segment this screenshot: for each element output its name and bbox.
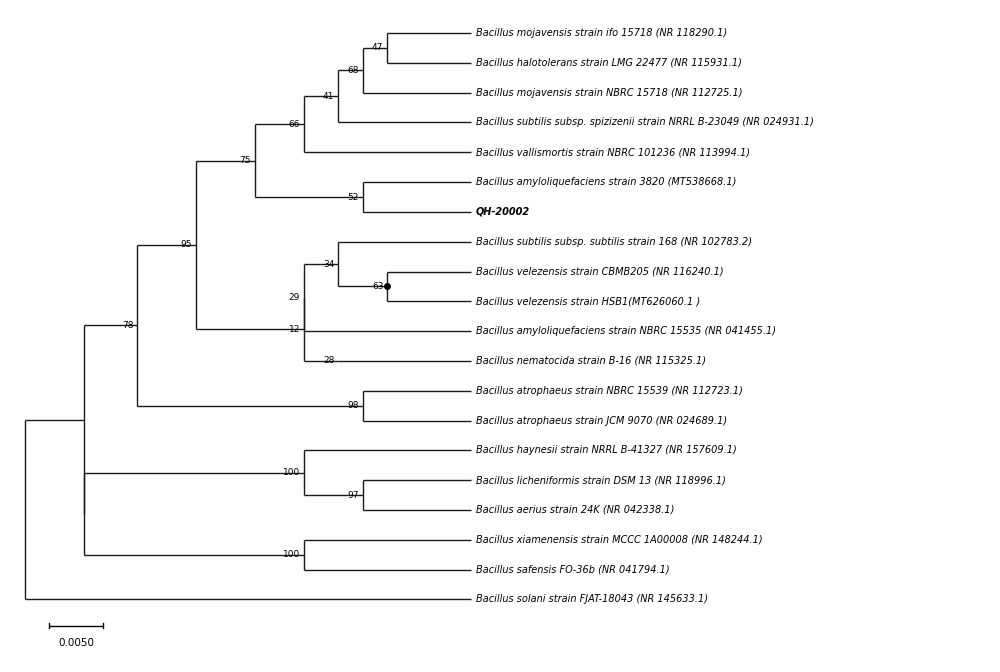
Text: 41: 41 — [323, 92, 334, 101]
Text: 52: 52 — [348, 192, 359, 202]
Text: Bacillus velezensis strain CBMB205 (NR 116240.1): Bacillus velezensis strain CBMB205 (NR 1… — [476, 267, 723, 277]
Text: Bacillus subtilis subsp. subtilis strain 168 (NR 102783.2): Bacillus subtilis subsp. subtilis strain… — [476, 237, 752, 247]
Text: 68: 68 — [347, 66, 359, 75]
Text: Bacillus atrophaeus strain JCM 9070 (NR 024689.1): Bacillus atrophaeus strain JCM 9070 (NR … — [476, 415, 727, 425]
Text: Bacillus aerius strain 24K (NR 042338.1): Bacillus aerius strain 24K (NR 042338.1) — [476, 505, 674, 515]
Text: Bacillus safensis FO-36b (NR 041794.1): Bacillus safensis FO-36b (NR 041794.1) — [476, 564, 669, 575]
Text: Bacillus amyloliquefaciens strain 3820 (MT538668.1): Bacillus amyloliquefaciens strain 3820 (… — [476, 177, 736, 187]
Text: Bacillus vallismortis strain NBRC 101236 (NR 113994.1): Bacillus vallismortis strain NBRC 101236… — [476, 147, 750, 157]
Text: 100: 100 — [283, 550, 300, 559]
Text: Bacillus solani strain FJAT-18043 (NR 145633.1): Bacillus solani strain FJAT-18043 (NR 14… — [476, 595, 708, 604]
Text: 0.0050: 0.0050 — [58, 638, 94, 648]
Text: 28: 28 — [323, 356, 334, 366]
Text: Bacillus nematocida strain B-16 (NR 115325.1): Bacillus nematocida strain B-16 (NR 1153… — [476, 356, 706, 366]
Text: Bacillus subtilis subsp. spizizenii strain NRRL B-23049 (NR 024931.1): Bacillus subtilis subsp. spizizenii stra… — [476, 118, 813, 128]
Text: Bacillus xiamenensis strain MCCC 1A00008 (NR 148244.1): Bacillus xiamenensis strain MCCC 1A00008… — [476, 535, 762, 545]
Text: 100: 100 — [283, 468, 300, 477]
Text: 47: 47 — [372, 44, 383, 52]
Text: Bacillus haynesii strain NRRL B-41327 (NR 157609.1): Bacillus haynesii strain NRRL B-41327 (N… — [476, 446, 736, 456]
Text: Bacillus mojavensis strain ifo 15718 (NR 118290.1): Bacillus mojavensis strain ifo 15718 (NR… — [476, 28, 727, 38]
Text: 97: 97 — [347, 491, 359, 499]
Text: 12: 12 — [289, 325, 300, 334]
Text: 78: 78 — [122, 321, 133, 330]
Text: 66: 66 — [289, 120, 300, 129]
Text: Bacillus atrophaeus strain NBRC 15539 (NR 112723.1): Bacillus atrophaeus strain NBRC 15539 (N… — [476, 386, 742, 396]
Text: 95: 95 — [181, 241, 192, 249]
Text: QH-20002: QH-20002 — [476, 207, 530, 217]
Text: Bacillus halotolerans strain LMG 22477 (NR 115931.1): Bacillus halotolerans strain LMG 22477 (… — [476, 58, 741, 68]
Text: Bacillus amyloliquefaciens strain NBRC 15535 (NR 041455.1): Bacillus amyloliquefaciens strain NBRC 1… — [476, 326, 776, 336]
Text: 34: 34 — [323, 259, 334, 269]
Text: 98: 98 — [347, 401, 359, 410]
Text: Bacillus licheniformis strain DSM 13 (NR 118996.1): Bacillus licheniformis strain DSM 13 (NR… — [476, 475, 725, 485]
Text: Bacillus velezensis strain HSB1(MT626060.1 ): Bacillus velezensis strain HSB1(MT626060… — [476, 296, 700, 306]
Text: 63: 63 — [372, 282, 383, 291]
Text: 75: 75 — [240, 156, 251, 165]
Text: 29: 29 — [289, 293, 300, 302]
Text: Bacillus mojavensis strain NBRC 15718 (NR 112725.1): Bacillus mojavensis strain NBRC 15718 (N… — [476, 87, 742, 97]
